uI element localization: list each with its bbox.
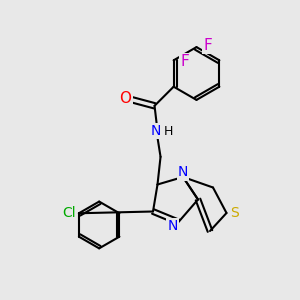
- Text: S: S: [230, 206, 239, 220]
- Text: N: N: [151, 124, 161, 138]
- Text: F: F: [203, 38, 212, 53]
- Text: N: N: [178, 166, 188, 179]
- Text: H: H: [164, 125, 173, 138]
- Text: O: O: [119, 91, 131, 106]
- Text: F: F: [181, 54, 189, 69]
- Text: Cl: Cl: [62, 206, 76, 220]
- Text: N: N: [167, 220, 178, 233]
